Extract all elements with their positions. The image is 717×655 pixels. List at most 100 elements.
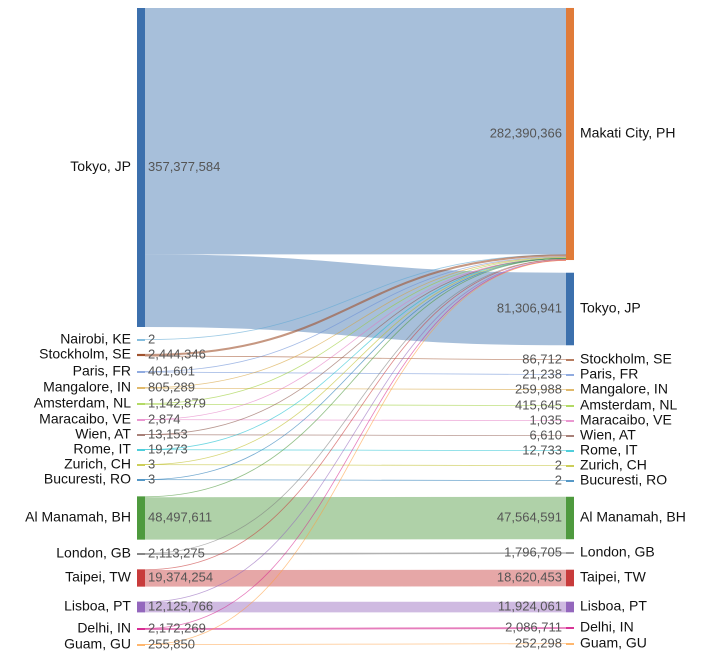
target-value: 1,035 xyxy=(529,412,562,427)
target-name: Tokyo, JP xyxy=(580,300,641,316)
link xyxy=(144,371,567,376)
source-name: Wien, AT xyxy=(75,426,131,442)
source-name: Maracaibo, VE xyxy=(39,411,131,427)
source-node xyxy=(137,403,145,405)
source-node xyxy=(137,569,145,587)
source-value: 2,444,346 xyxy=(148,346,206,361)
source-name: Guam, GU xyxy=(64,636,131,652)
source-node xyxy=(137,8,145,327)
target-name: Bucuresti, RO xyxy=(580,472,667,488)
source-value: 3 xyxy=(148,456,155,471)
source-name: Paris, FR xyxy=(73,363,131,379)
target-node xyxy=(566,7,574,261)
target-node xyxy=(566,569,574,587)
nodes: Tokyo, JP 357,377,584 Tokyo, JP 81,306,941 M… xyxy=(25,7,686,652)
link xyxy=(144,387,567,391)
target-value: 12,733 xyxy=(522,442,562,457)
target-value: 47,564,591 xyxy=(497,509,562,524)
source-value: 401,601 xyxy=(148,363,195,378)
target-node xyxy=(566,420,574,422)
link xyxy=(144,257,567,498)
link xyxy=(144,479,567,482)
source-node xyxy=(137,628,145,630)
source-value: 1,142,879 xyxy=(148,395,206,410)
target-name: Wien, AT xyxy=(580,427,636,443)
target-node xyxy=(566,496,574,540)
target-name: Taipei, TW xyxy=(580,569,647,585)
source-node xyxy=(137,464,145,466)
target-value: 18,620,453 xyxy=(497,569,562,584)
source-value: 19,273 xyxy=(148,441,188,456)
target-name: Stockholm, SE xyxy=(580,351,672,367)
source-name: Zurich, CH xyxy=(64,456,131,472)
target-node xyxy=(566,389,574,391)
source-name: Taipei, TW xyxy=(65,569,132,585)
target-node xyxy=(566,627,574,629)
target-node xyxy=(566,465,574,467)
link xyxy=(144,257,567,436)
source-value: 2,113,275 xyxy=(148,545,205,560)
link xyxy=(144,257,567,481)
target-value: 415,645 xyxy=(515,397,562,412)
target-node xyxy=(566,480,574,482)
target-value: 2 xyxy=(555,472,562,487)
source-node xyxy=(137,419,145,421)
source-node xyxy=(137,387,145,389)
source-value: 255,850 xyxy=(148,636,195,651)
source-name: Delhi, IN xyxy=(77,620,131,636)
source-node xyxy=(137,434,145,436)
source-node xyxy=(137,553,145,555)
target-name: Guam, GU xyxy=(580,635,647,651)
source-value: 2,874 xyxy=(148,411,181,426)
link xyxy=(144,449,567,452)
target-name: Amsterdam, NL xyxy=(580,397,677,413)
source-value: 19,374,254 xyxy=(148,569,213,584)
source-name: Al Manamah, BH xyxy=(25,509,131,525)
source-name: Rome, IT xyxy=(73,441,131,457)
target-name: Al Manamah, BH xyxy=(580,509,686,525)
source-node xyxy=(137,449,145,451)
target-value: 6,610 xyxy=(529,427,562,442)
link xyxy=(144,257,567,466)
source-node xyxy=(137,339,145,341)
link xyxy=(144,259,567,603)
source-name: Tokyo, JP xyxy=(70,158,131,174)
link xyxy=(144,257,567,451)
target-name: Delhi, IN xyxy=(580,619,634,635)
source-node xyxy=(137,353,145,357)
target-value: 252,298 xyxy=(515,635,562,650)
link xyxy=(144,259,567,629)
target-value: 81,306,941 xyxy=(497,300,562,315)
target-node xyxy=(566,450,574,452)
source-name: London, GB xyxy=(56,545,131,561)
links xyxy=(144,7,567,646)
link xyxy=(144,355,567,361)
target-name: Zurich, CH xyxy=(580,457,647,473)
link xyxy=(144,419,567,422)
link xyxy=(144,552,567,555)
target-node xyxy=(566,272,574,346)
target-name: London, GB xyxy=(580,544,655,560)
source-value: 357,377,584 xyxy=(148,159,220,174)
source-name: Bucuresti, RO xyxy=(44,471,131,487)
target-value: 282,390,366 xyxy=(490,125,562,140)
source-name: Mangalore, IN xyxy=(43,379,131,395)
target-node xyxy=(566,359,574,361)
link xyxy=(144,254,567,357)
target-node xyxy=(566,374,574,376)
target-name: Lisboa, PT xyxy=(580,598,647,614)
link xyxy=(144,403,567,407)
target-name: Maracaibo, VE xyxy=(580,412,672,428)
target-name: Rome, IT xyxy=(580,442,638,458)
source-name: Nairobi, KE xyxy=(60,331,131,347)
link xyxy=(144,259,567,571)
link xyxy=(144,260,567,646)
target-value: 21,238 xyxy=(522,366,562,381)
link xyxy=(144,254,567,341)
link xyxy=(144,256,567,373)
link xyxy=(144,256,567,389)
target-name: Makati City, PH xyxy=(580,125,675,141)
source-value: 805,289 xyxy=(148,379,195,394)
source-value: 48,497,611 xyxy=(148,509,212,524)
